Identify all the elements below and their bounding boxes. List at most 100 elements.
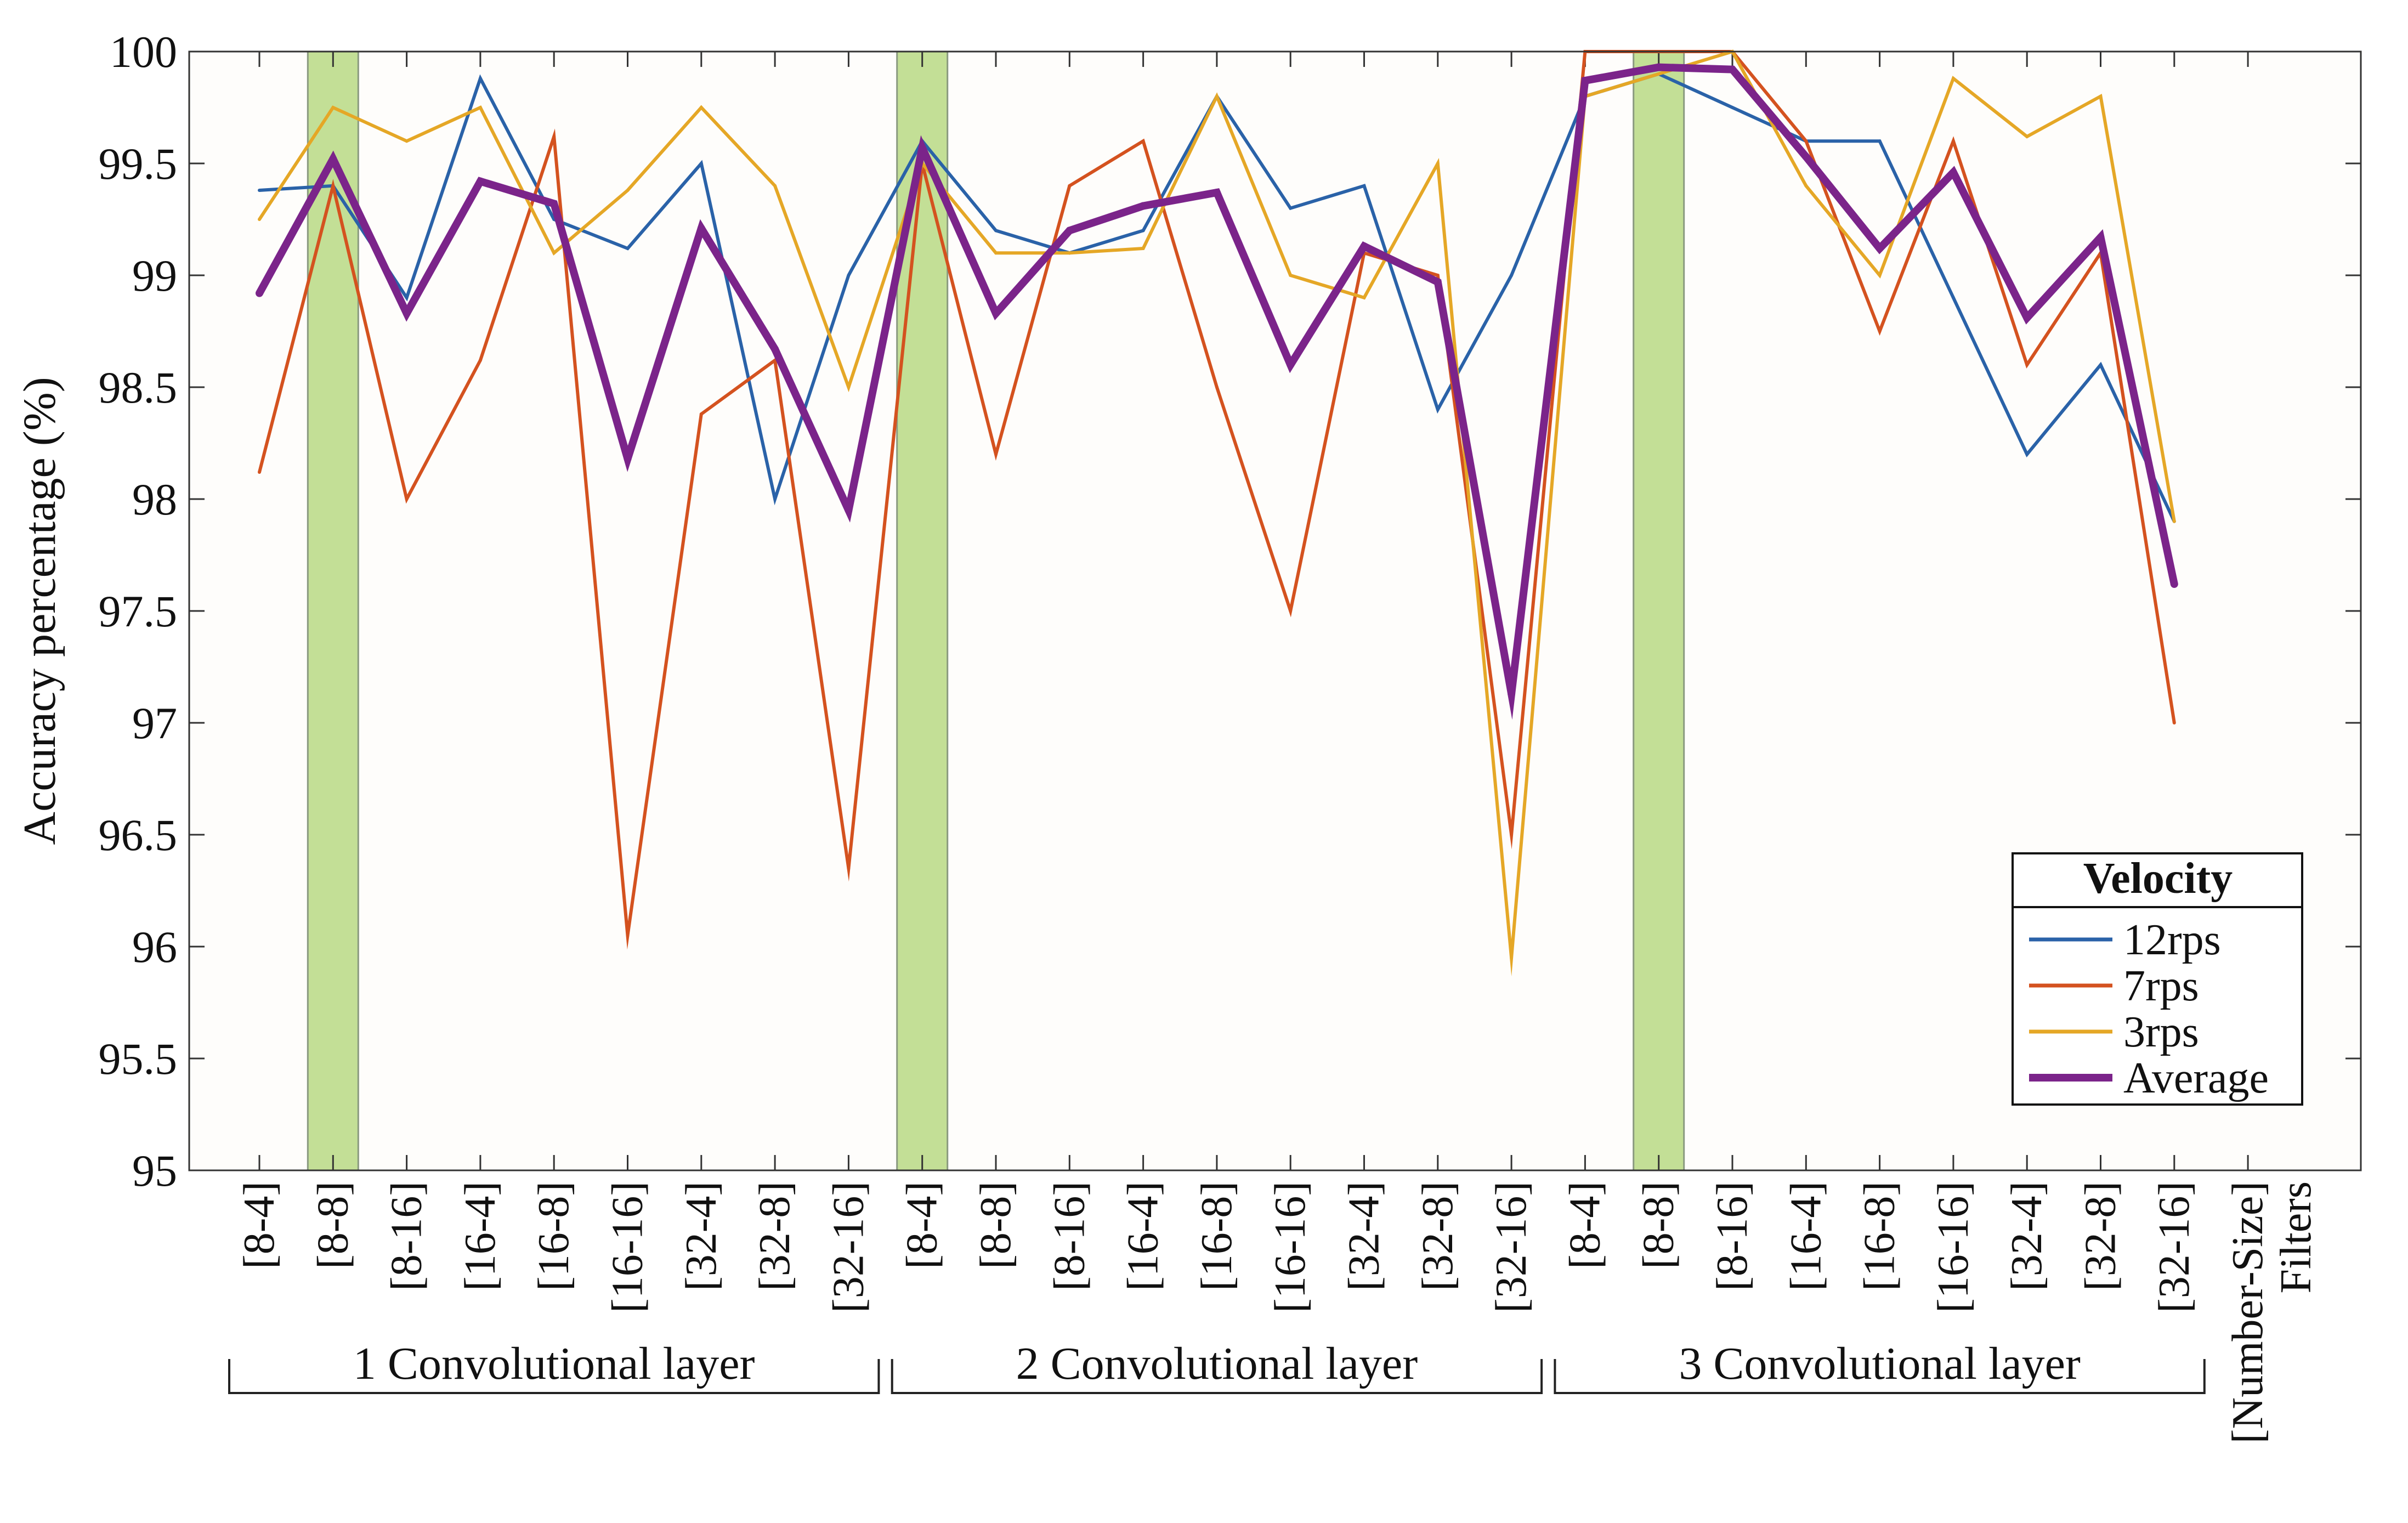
data-point [918, 144, 926, 152]
data-point [1215, 94, 1219, 98]
data-point [1878, 274, 1882, 277]
data-point [2025, 135, 2029, 139]
data-point [1141, 139, 1145, 143]
data-point [771, 345, 779, 353]
data-point [1215, 386, 1219, 389]
data-point [1068, 184, 1072, 188]
data-point [1951, 76, 1955, 80]
x-tick-label: [32-8] [751, 1181, 799, 1291]
data-point [329, 155, 337, 163]
data-point [1362, 296, 1366, 299]
data-point [1804, 184, 1808, 188]
legend-label: 12rps [2123, 916, 2221, 964]
data-point [331, 106, 335, 109]
legend-title: Velocity [2083, 854, 2233, 903]
y-tick-label: 97 [132, 698, 177, 748]
data-point [994, 251, 998, 255]
data-point [1436, 274, 1440, 277]
x-tick-label: [16-4] [1119, 1181, 1168, 1291]
data-point [847, 386, 851, 389]
data-point [2172, 519, 2176, 523]
data-point [1289, 609, 1293, 613]
y-tick-label: 97.5 [99, 586, 178, 636]
y-tick-label: 98.5 [99, 363, 178, 412]
data-point [992, 309, 1000, 318]
data-point [1951, 296, 1955, 299]
data-point [405, 296, 409, 299]
x-tick-label: [8-8] [309, 1181, 357, 1269]
x-tick-label: [32-16] [824, 1181, 872, 1313]
data-point [258, 188, 261, 192]
data-point [1951, 139, 1955, 143]
y-axis-label: Accuracy percentage (%) [14, 377, 65, 845]
y-axis: 95 95.5 96 96.5 97 97.5 98 98.5 99 99.5 100 [99, 27, 2361, 1196]
data-point [552, 135, 556, 139]
y-tick-label: 96.5 [99, 810, 178, 860]
data-point [478, 359, 482, 363]
data-point [478, 76, 482, 80]
data-point [1362, 184, 1366, 188]
group-bracket [1554, 1359, 2206, 1394]
data-point [256, 289, 263, 297]
data-point [1729, 65, 1736, 73]
data-point [1068, 251, 1072, 255]
x-axis-label: Filters [2272, 1181, 2320, 1293]
data-point [2170, 580, 2178, 588]
data-point [476, 177, 484, 185]
group-label: 2 Convolutional layer [1016, 1338, 1418, 1389]
x-tick-label: [16-16] [1266, 1181, 1315, 1313]
data-point [1876, 245, 1884, 253]
legend-label: 7rps [2123, 962, 2199, 1010]
data-point [258, 471, 261, 474]
data-point [773, 184, 777, 188]
x-tick-label: [16-8] [1193, 1181, 1241, 1291]
data-point [1436, 407, 1440, 411]
data-point [847, 867, 851, 870]
data-point [699, 412, 703, 416]
x-tick-label: [8-4] [898, 1181, 947, 1269]
data-point [699, 162, 703, 165]
data-point [2025, 452, 2029, 456]
x-tick-label: [16-16] [1929, 1181, 1978, 1313]
legend-label: 3rps [2123, 1008, 2199, 1056]
y-tick-label: 100 [110, 27, 177, 77]
series-lines [256, 49, 2178, 977]
x-tick-label: [16-8] [530, 1181, 578, 1291]
data-point [1655, 63, 1663, 71]
data-point [1510, 956, 1514, 960]
data-point [1141, 247, 1145, 251]
data-point [994, 452, 998, 456]
data-point [626, 188, 630, 192]
data-point [478, 106, 482, 109]
x-tick-label: [8-16] [383, 1181, 431, 1291]
data-point [626, 247, 630, 251]
y-tick-label: 96 [132, 922, 177, 972]
x-tick-label: [8-16] [1708, 1181, 1757, 1291]
data-point [2097, 233, 2105, 241]
data-point [1878, 139, 1882, 143]
data-point [2099, 94, 2103, 98]
data-point [1139, 202, 1147, 210]
data-point [845, 506, 853, 514]
data-point [626, 933, 630, 937]
data-point [1289, 206, 1293, 210]
data-point [847, 274, 851, 277]
group-bracket [891, 1359, 1543, 1394]
data-point [1657, 72, 1661, 76]
x-tick-label: [32-16] [2150, 1181, 2199, 1313]
data-point [699, 106, 703, 109]
data-point [1804, 139, 1808, 143]
data-point [1360, 242, 1368, 250]
x-tick-label: [32-16] [1487, 1181, 1536, 1313]
data-point [2099, 363, 2103, 367]
data-point [2025, 363, 2029, 367]
y-tick-label: 95 [132, 1146, 177, 1196]
x-tick-label: [16-4] [456, 1181, 505, 1291]
data-point [1949, 168, 1957, 177]
y-tick-label: 99 [132, 251, 177, 301]
data-point [1731, 106, 1734, 109]
y-tick-label: 99.5 [99, 139, 178, 189]
data-point [1434, 278, 1442, 286]
